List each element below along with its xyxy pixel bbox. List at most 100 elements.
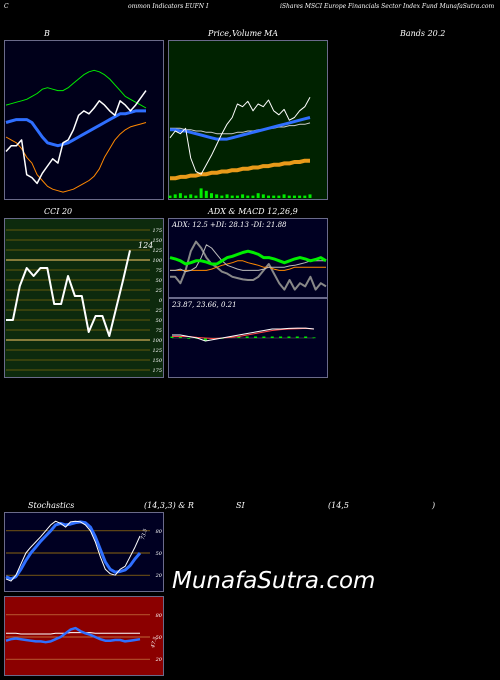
volume-bar bbox=[277, 195, 281, 198]
cci-tick-label: 175 bbox=[152, 228, 162, 234]
bollinger-bands-chart bbox=[4, 40, 164, 200]
volume-bar bbox=[292, 195, 296, 198]
plus-di-line bbox=[169, 249, 327, 266]
volume-bar bbox=[173, 194, 177, 198]
macd-histogram-bar bbox=[187, 338, 191, 339]
volume-bar bbox=[178, 193, 182, 198]
stoch-tick-label: 50 bbox=[156, 551, 163, 557]
macd-histogram-bar bbox=[270, 336, 274, 338]
header-left: C bbox=[4, 3, 9, 10]
volume-bar bbox=[241, 194, 245, 198]
volume-bar bbox=[235, 195, 239, 198]
cci-tick-label: 125 bbox=[152, 248, 162, 254]
panel-frame bbox=[4, 40, 164, 200]
cci-value-label: 124 bbox=[138, 241, 153, 250]
minus-di-line bbox=[170, 260, 326, 271]
macd-histogram-bar bbox=[178, 336, 182, 338]
stoch-params: (14,3,3) & R bbox=[144, 501, 194, 510]
macd-histogram-bar bbox=[295, 336, 299, 338]
price-line bbox=[169, 97, 311, 175]
cci-tick-label: 25 bbox=[155, 308, 162, 314]
header-mid: ommon Indicators EUFN I bbox=[128, 3, 209, 10]
panel-frame bbox=[4, 218, 164, 378]
cci-tick-label: 100 bbox=[152, 258, 162, 264]
macd-histogram-bar bbox=[262, 336, 266, 338]
volume-bar bbox=[256, 193, 260, 198]
rsi-params: (14,5 bbox=[328, 501, 349, 510]
macd-line bbox=[172, 327, 315, 342]
volume-bar bbox=[287, 195, 291, 198]
adx-readout: ADX: 12.5 +DI: 28.13 -DI: 21.88 bbox=[171, 221, 287, 229]
volume-bar bbox=[282, 194, 286, 198]
cci-tick-label: 150 bbox=[152, 358, 162, 364]
volume-bar bbox=[272, 195, 276, 198]
volume-bar bbox=[189, 194, 193, 198]
rsi-tick-label: 20 bbox=[155, 657, 163, 663]
volume-bar bbox=[230, 195, 234, 198]
adx-line bbox=[170, 244, 326, 273]
stoch-tick-label: 20 bbox=[155, 573, 163, 579]
volume-bar bbox=[308, 194, 312, 198]
cci-title: CCI 20 bbox=[44, 207, 73, 216]
upper-band-line bbox=[5, 69, 147, 109]
volume-bar bbox=[220, 195, 224, 198]
volume-bar bbox=[246, 195, 250, 198]
volume-bar bbox=[215, 194, 219, 198]
stoch-value-label: 73.5 bbox=[140, 528, 149, 540]
rsi-close: ) bbox=[432, 501, 436, 510]
cci-line bbox=[6, 250, 131, 337]
cci-tick-label: 0 bbox=[159, 298, 163, 304]
adx-macd-title: ADX & MACD 12,26,9 bbox=[208, 207, 298, 216]
volume-bar bbox=[209, 193, 213, 198]
rsi-title: SI bbox=[236, 501, 245, 510]
volume-bar bbox=[199, 188, 203, 198]
macd-chart: 23.87, 23.66, 0.21 bbox=[168, 298, 328, 378]
price-volume-chart bbox=[168, 40, 328, 200]
adx-chart: ADX: 12.5 +DI: 28.13 -DI: 21.88 bbox=[168, 218, 328, 298]
cci-tick-label: 75 bbox=[156, 268, 162, 274]
ma-short-line bbox=[170, 116, 311, 141]
macd-histogram-bar bbox=[287, 336, 291, 338]
cci-tick-label: 175 bbox=[152, 368, 162, 374]
header-right: iShares MSCI Europe Financials Sector In… bbox=[280, 3, 495, 10]
macd-histogram-bar bbox=[245, 336, 249, 338]
macd-histogram-bar bbox=[304, 336, 308, 338]
adx-aux-line bbox=[170, 240, 327, 291]
macd-histogram-bar bbox=[279, 336, 283, 338]
macd-histogram-bar bbox=[312, 337, 316, 339]
volume-title: Volume bbox=[232, 29, 262, 38]
ma-title: MA bbox=[264, 29, 278, 38]
macd-histogram-bar bbox=[254, 336, 258, 338]
cci-tick-label: 50 bbox=[156, 278, 163, 284]
panel-frame bbox=[4, 596, 164, 676]
volume-bar bbox=[194, 195, 198, 198]
ma-long-line bbox=[170, 158, 310, 181]
macd-histogram-bar bbox=[203, 338, 207, 341]
rsi-reference-line bbox=[6, 632, 140, 635]
bands-right-title: Bands 20.2 bbox=[400, 29, 446, 38]
cci-tick-label: 75 bbox=[156, 328, 162, 334]
volume-bar bbox=[225, 194, 229, 198]
ma-mid-line bbox=[170, 122, 311, 135]
cci-chart: 175 150 125 100 75 50 25 0 25 50 75 100 125 150 175 124 bbox=[4, 218, 164, 378]
cci-tick-label: 150 bbox=[152, 238, 162, 244]
price-line bbox=[5, 90, 147, 185]
volume-bar bbox=[303, 195, 307, 198]
lower-band-line bbox=[5, 122, 147, 193]
rsi-line bbox=[5, 626, 141, 644]
volume-bar bbox=[251, 195, 255, 198]
volume-bar bbox=[261, 194, 265, 198]
volume-bar bbox=[298, 195, 302, 198]
volume-bar bbox=[168, 195, 172, 198]
brand-watermark: MunafaSutra.com bbox=[172, 568, 376, 594]
volume-bar bbox=[204, 190, 208, 198]
rsi-chart: 80 50 20 47.5 bbox=[4, 596, 164, 676]
cci-tick-label: 100 bbox=[152, 338, 162, 344]
rsi-value-label: 47.5 bbox=[150, 636, 159, 649]
stoch-tick-label: 80 bbox=[156, 529, 163, 535]
macd-readout: 23.87, 23.66, 0.21 bbox=[171, 301, 237, 309]
rsi-tick-label: 80 bbox=[156, 613, 163, 619]
cci-tick-label: 125 bbox=[152, 348, 162, 354]
volume-bar bbox=[184, 195, 188, 198]
volume-bar bbox=[267, 195, 271, 198]
